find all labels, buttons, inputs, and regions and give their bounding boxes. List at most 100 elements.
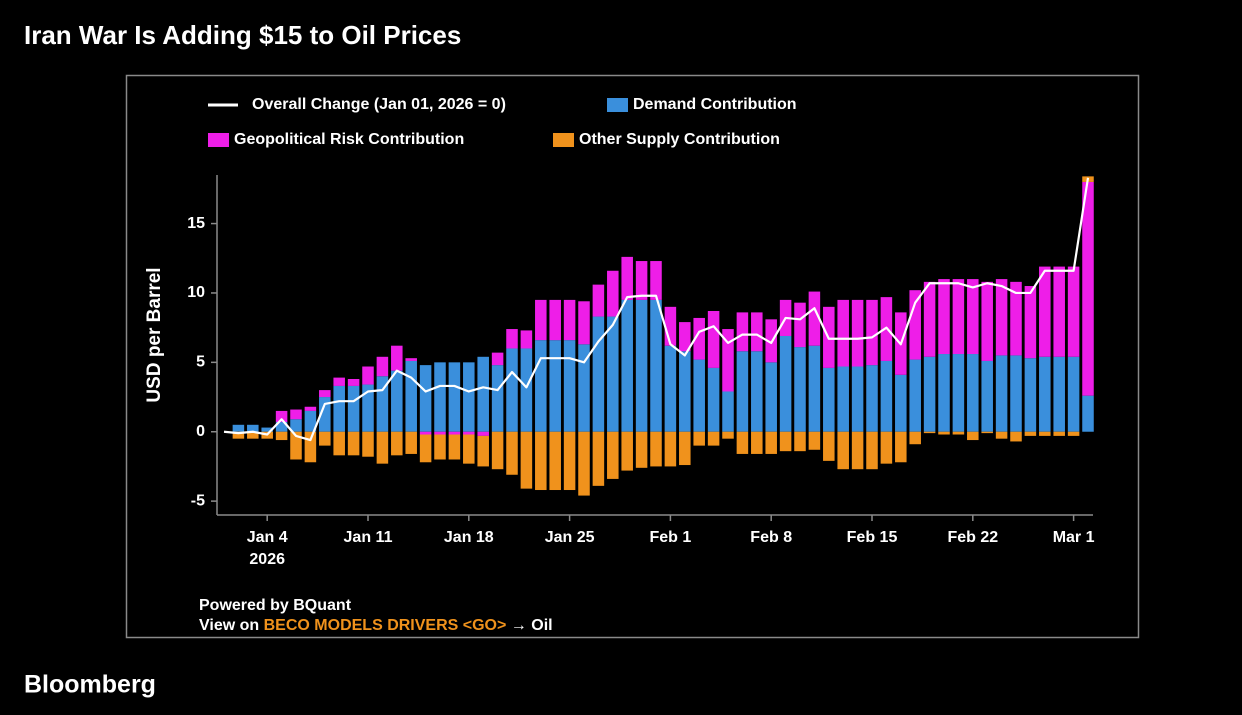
bar	[563, 299, 576, 341]
bar	[866, 299, 878, 366]
bar	[1024, 286, 1037, 359]
bar	[664, 345, 677, 432]
bar	[981, 281, 993, 361]
bar	[391, 370, 403, 432]
bar	[535, 340, 547, 432]
footer-powered: Powered by BQuant	[199, 597, 352, 614]
bar	[851, 431, 864, 470]
bar	[736, 351, 749, 432]
bar	[1053, 356, 1065, 432]
x-tick-label: Jan 4	[247, 529, 288, 546]
bar	[952, 279, 965, 355]
bar	[635, 299, 648, 432]
bar	[1067, 266, 1080, 357]
bar	[952, 431, 965, 435]
bar	[347, 431, 360, 456]
bar	[693, 431, 705, 446]
bar	[808, 431, 821, 450]
footer-prefix: View on	[199, 617, 259, 634]
bar	[563, 340, 576, 432]
bar	[290, 431, 302, 460]
bar	[304, 410, 317, 432]
brand: Bloomberg	[24, 671, 156, 699]
bar	[376, 376, 389, 432]
bar	[751, 312, 763, 352]
x-tick-label: Feb 1	[650, 529, 692, 546]
bar	[794, 431, 806, 452]
bar	[1067, 431, 1080, 436]
bar	[333, 377, 345, 386]
chart-title: Iran War Is Adding $15 to Oil Prices	[24, 20, 461, 50]
y-tick-label: 5	[196, 354, 205, 371]
bar	[1067, 356, 1080, 432]
bar	[995, 279, 1008, 356]
bar	[463, 434, 475, 464]
bar	[347, 379, 360, 386]
bar	[563, 431, 576, 491]
x-tick-label: Jan 11	[344, 529, 393, 546]
bar	[707, 367, 720, 432]
bar	[477, 431, 489, 436]
bar	[506, 348, 518, 432]
bar	[823, 367, 835, 432]
bar	[837, 299, 849, 367]
bar	[477, 356, 489, 432]
bar	[434, 362, 446, 432]
bar	[592, 284, 605, 317]
bar	[592, 431, 605, 486]
bar	[923, 356, 936, 432]
bar	[837, 366, 849, 432]
bar	[995, 355, 1008, 432]
bar	[607, 431, 619, 479]
bar	[909, 359, 921, 432]
bar	[419, 365, 432, 432]
bar	[837, 431, 849, 470]
bar	[405, 360, 417, 432]
x-tick-label: Feb 22	[947, 529, 998, 546]
bar	[520, 330, 533, 349]
x-tick-label: Mar 1	[1053, 529, 1095, 546]
legend-label: Demand Contribution	[633, 96, 797, 113]
bar	[362, 384, 374, 432]
bar	[938, 279, 950, 355]
bar	[491, 352, 504, 366]
bar	[808, 291, 821, 346]
bar	[621, 256, 633, 300]
bar	[751, 351, 763, 432]
bar	[535, 431, 547, 491]
bar	[693, 359, 705, 432]
x-tick-label: Jan 18	[444, 529, 494, 546]
bar	[866, 365, 878, 432]
bar	[851, 366, 864, 432]
bar	[549, 299, 561, 341]
bar	[1082, 395, 1094, 432]
bar	[463, 431, 475, 435]
bar	[679, 431, 691, 466]
bar	[967, 354, 979, 432]
legend-label: Geopolitical Risk Contribution	[234, 131, 464, 148]
bar	[765, 431, 777, 454]
bar	[650, 261, 662, 300]
bar	[578, 431, 590, 496]
bar	[1010, 281, 1022, 356]
bar	[880, 360, 893, 432]
bar	[1039, 431, 1051, 436]
bar	[650, 431, 662, 467]
bar	[909, 290, 921, 360]
bar	[391, 431, 403, 456]
bar	[304, 431, 317, 463]
bar	[722, 431, 734, 439]
bar	[664, 431, 677, 467]
y-tick-label: 0	[196, 423, 205, 440]
bar	[419, 434, 432, 463]
bar	[851, 299, 864, 367]
bar	[434, 431, 446, 435]
bar	[635, 431, 648, 468]
bar	[621, 431, 633, 471]
bar	[736, 312, 749, 352]
bar	[578, 344, 590, 432]
bar	[333, 385, 345, 432]
bar	[448, 431, 461, 435]
bar	[1010, 355, 1022, 432]
bar	[405, 431, 417, 454]
